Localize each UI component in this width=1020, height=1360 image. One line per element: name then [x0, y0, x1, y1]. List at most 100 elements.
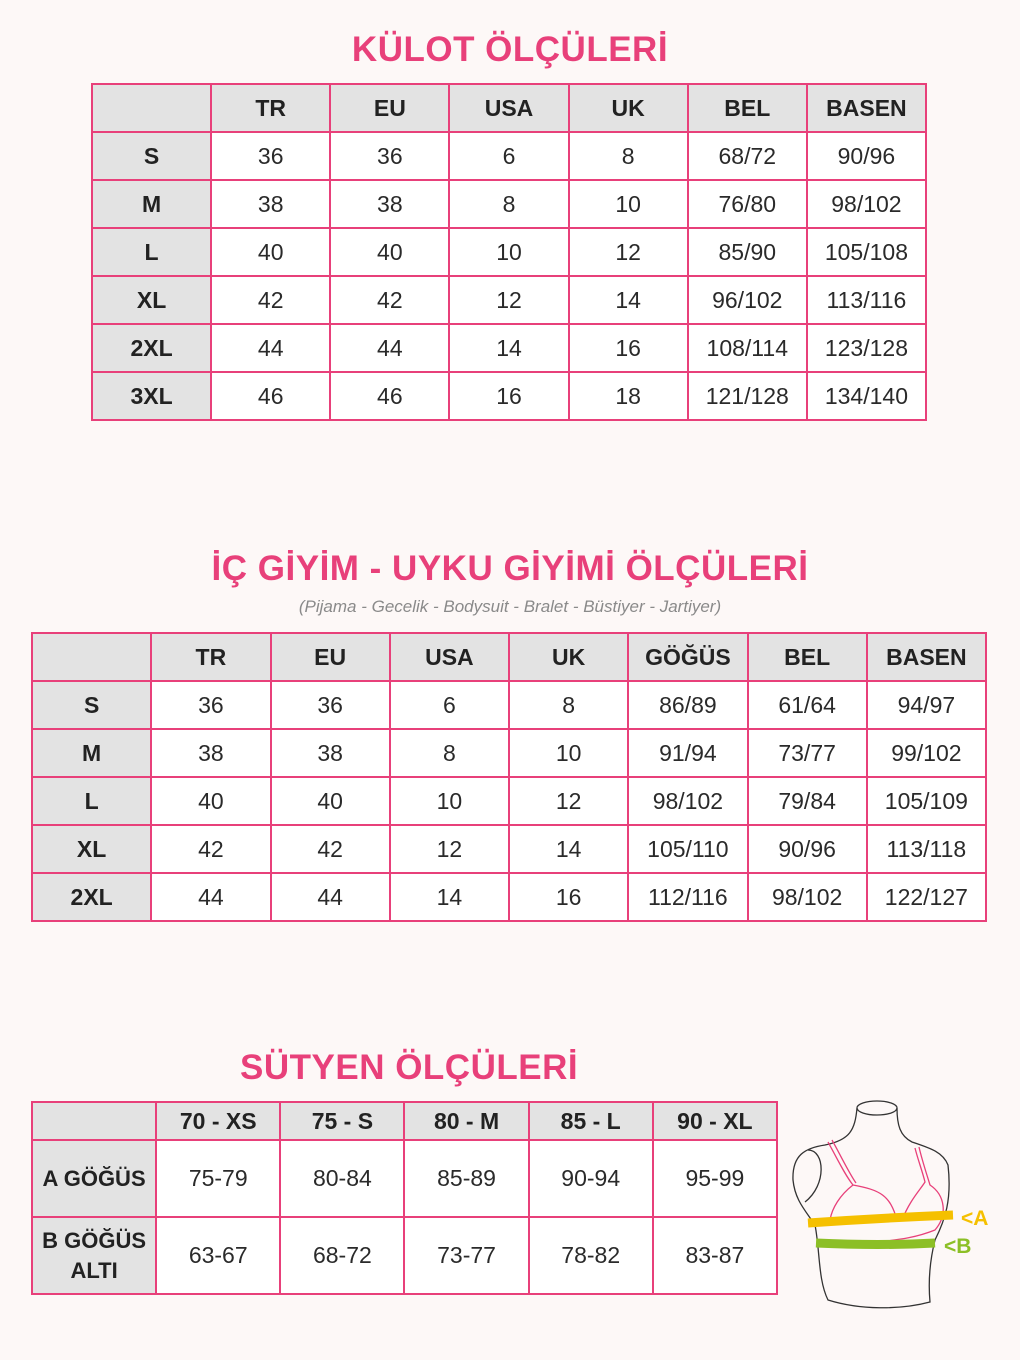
- panty-title: KÜLOT ÖLÇÜLERİ: [351, 30, 669, 69]
- column-header: EU: [269, 632, 391, 682]
- row-label: 2XL: [30, 872, 153, 922]
- table-cell: 121/128: [686, 371, 808, 421]
- table-cell: 105/108: [805, 227, 928, 277]
- table-cell: 16: [567, 323, 689, 373]
- table-cell: 108/114: [686, 323, 808, 373]
- table-cell: 8: [567, 131, 689, 181]
- row-label: XL: [90, 275, 213, 325]
- row-label: A GÖĞÜS: [30, 1139, 158, 1218]
- row-label: M: [30, 728, 153, 778]
- table-cell: 36: [329, 131, 451, 181]
- table-cell: 8: [448, 179, 570, 229]
- table-cell: 10: [567, 179, 689, 229]
- table-cell: 8: [388, 728, 511, 778]
- row-label: 3XL: [90, 371, 213, 421]
- bra-size-table: 70 - XS 75 - S 80 - M 85 - L 90 - XL A GÖĞÜS 7…: [30, 1101, 779, 1295]
- table-cell: 75-79: [155, 1139, 282, 1218]
- table-cell: 113/116: [805, 275, 928, 325]
- table-cell: 16: [507, 872, 630, 922]
- column-header: USA: [388, 632, 511, 682]
- table-cell: 73-77: [403, 1216, 530, 1295]
- table-cell: 36: [210, 131, 332, 181]
- table-cell: 12: [448, 275, 570, 325]
- table-cell: 38: [150, 728, 272, 778]
- table-cell: 38: [210, 179, 332, 229]
- header-row: TR EU USA UK BEL BASEN: [90, 83, 928, 133]
- table-cell: 79/84: [746, 776, 868, 826]
- header-row: TR EU USA UK GÖĞÜS BEL BASEN: [30, 632, 988, 682]
- table-cell: 99/102: [865, 728, 988, 778]
- table-row: A GÖĞÜS 75-79 80-84 85-89 90-94 95-99: [30, 1139, 779, 1218]
- label-b: <B: [944, 1235, 971, 1258]
- header-row: 70 - XS 75 - S 80 - M 85 - L 90 - XL: [30, 1101, 779, 1141]
- table-cell: 6: [388, 680, 511, 730]
- table-cell: 123/128: [805, 323, 928, 373]
- table-cell: 96/102: [686, 275, 808, 325]
- table-cell: 36: [150, 680, 272, 730]
- corner-cell: [30, 632, 153, 682]
- column-header: UK: [567, 83, 689, 133]
- row-label: L: [30, 776, 153, 826]
- table-cell: 42: [210, 275, 332, 325]
- table-cell: 61/64: [746, 680, 868, 730]
- column-header: EU: [329, 83, 451, 133]
- table-cell: 76/80: [686, 179, 808, 229]
- table-cell: 40: [329, 227, 451, 277]
- table-cell: 18: [567, 371, 689, 421]
- column-header: 75 - S: [279, 1101, 406, 1141]
- panty-size-table: TR EU USA UK BEL BASEN S 36 36 6 8 68/72 90/96 M 38 38 8…: [90, 83, 928, 421]
- table-cell: 91/94: [627, 728, 749, 778]
- bra-measurement-illustration: <A <B: [792, 1100, 988, 1309]
- underwear-subtitle: (Pijama - Gecelik - Bodysuit - Bralet - …: [298, 597, 722, 616]
- table-cell: 14: [448, 323, 570, 373]
- table-cell: 86/89: [627, 680, 749, 730]
- column-header: 90 - XL: [651, 1101, 779, 1141]
- table-cell: 42: [329, 275, 451, 325]
- table-row: M 38 38 8 10 91/94 73/77 99/102: [30, 728, 988, 778]
- table-cell: 16: [448, 371, 570, 421]
- band-b-marker: [815, 1238, 936, 1249]
- table-cell: 42: [269, 824, 391, 874]
- column-header: BEL: [686, 83, 808, 133]
- bra-outline: [827, 1139, 944, 1244]
- table-cell: 90/96: [746, 824, 868, 874]
- table-cell: 122/127: [865, 872, 988, 922]
- table-row: XL 42 42 12 14 96/102 113/116: [90, 275, 928, 325]
- table-row: B GÖĞÜS ALTI 63-67 68-72 73-77 78-82 83-87: [30, 1216, 779, 1295]
- corner-cell: [30, 1101, 158, 1141]
- table-cell: 40: [150, 776, 272, 826]
- table-cell: 6: [448, 131, 570, 181]
- row-label: M: [90, 179, 213, 229]
- table-cell: 68-72: [279, 1216, 406, 1295]
- column-header: 70 - XS: [155, 1101, 282, 1141]
- table-cell: 44: [329, 323, 451, 373]
- column-header: TR: [150, 632, 272, 682]
- column-header: 80 - M: [403, 1101, 530, 1141]
- table-cell: 42: [150, 824, 272, 874]
- table-cell: 63-67: [155, 1216, 282, 1295]
- table-cell: 98/102: [746, 872, 868, 922]
- underwear-size-table: TR EU USA UK GÖĞÜS BEL BASEN S 36 36 6 8 86/89 61/64 9…: [30, 632, 988, 922]
- mannequin-outline: [792, 1100, 950, 1309]
- column-header: 85 - L: [527, 1101, 654, 1141]
- column-header: GÖĞÜS: [627, 632, 749, 682]
- table-cell: 12: [388, 824, 511, 874]
- table-cell: 14: [507, 824, 630, 874]
- table-cell: 80-84: [279, 1139, 406, 1218]
- table-cell: 105/110: [627, 824, 749, 874]
- table-cell: 44: [150, 872, 272, 922]
- table-cell: 46: [329, 371, 451, 421]
- table-row: S 36 36 6 8 86/89 61/64 94/97: [30, 680, 988, 730]
- table-cell: 44: [269, 872, 391, 922]
- row-label: S: [90, 131, 213, 181]
- row-label: XL: [30, 824, 153, 874]
- table-cell: 105/109: [865, 776, 988, 826]
- column-header: TR: [210, 83, 332, 133]
- table-cell: 40: [210, 227, 332, 277]
- bra-title: SÜTYEN ÖLÇÜLERİ: [240, 1048, 579, 1087]
- column-header: BASEN: [865, 632, 988, 682]
- table-cell: 10: [388, 776, 511, 826]
- table-cell: 78-82: [527, 1216, 654, 1295]
- table-row: L 40 40 10 12 98/102 79/84 105/109: [30, 776, 988, 826]
